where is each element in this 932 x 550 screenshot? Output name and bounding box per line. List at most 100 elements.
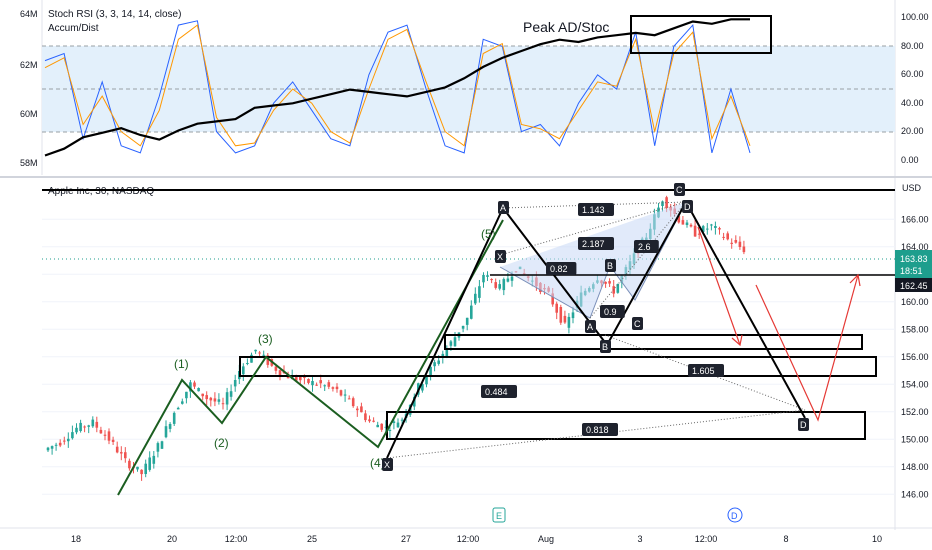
candle-body bbox=[351, 398, 355, 407]
earnings-marker[interactable]: E bbox=[492, 507, 506, 523]
candle-body bbox=[478, 286, 481, 298]
candle-body bbox=[425, 376, 428, 385]
pattern-point-box bbox=[682, 200, 693, 213]
candle-body bbox=[217, 399, 221, 402]
candle-body bbox=[710, 224, 713, 226]
wave-label: (3) bbox=[258, 332, 273, 346]
time-tick-label: 25 bbox=[307, 534, 317, 544]
candle-body bbox=[83, 426, 86, 428]
candle-body bbox=[470, 305, 473, 319]
pattern-point-label: A bbox=[500, 203, 506, 213]
candle-body bbox=[242, 366, 245, 375]
ratio-label: 2.6 bbox=[638, 242, 651, 252]
level-price-box bbox=[895, 278, 932, 292]
resistance-zone-158 bbox=[444, 334, 863, 350]
candle-body bbox=[221, 403, 225, 405]
candle-body bbox=[63, 440, 66, 442]
candle-body bbox=[347, 398, 351, 400]
candle-body bbox=[449, 341, 453, 346]
harmonic-shading bbox=[500, 202, 686, 318]
dividend-marker[interactable]: D bbox=[727, 507, 743, 523]
candle-body bbox=[197, 388, 200, 392]
candle-body bbox=[266, 355, 270, 365]
candle-body bbox=[229, 391, 233, 397]
candle-body bbox=[474, 293, 477, 304]
ad-line-group bbox=[44, 18, 750, 157]
stoch-rsi-label[interactable]: Stoch RSI (3, 3, 14, 14, close) bbox=[48, 9, 181, 20]
candle-body bbox=[99, 429, 103, 434]
candle-body bbox=[299, 376, 302, 381]
candle-body bbox=[429, 366, 432, 377]
candle-body bbox=[380, 423, 383, 430]
candle-body bbox=[571, 312, 575, 319]
price-tick-label: 164.00 bbox=[901, 242, 929, 252]
candle-body bbox=[331, 387, 335, 389]
candle-body bbox=[319, 380, 322, 384]
candle-body bbox=[250, 354, 253, 363]
time-tick-label: 27 bbox=[401, 534, 411, 544]
pattern-point-label: D bbox=[800, 420, 807, 430]
candle-body bbox=[58, 442, 62, 446]
candle-body bbox=[95, 421, 99, 428]
candle-body bbox=[718, 228, 721, 230]
candle-body bbox=[115, 446, 119, 453]
candle-body bbox=[168, 424, 172, 429]
peak-highlight-box bbox=[630, 15, 772, 54]
candle-body bbox=[136, 466, 139, 470]
time-tick-label: Aug bbox=[538, 534, 554, 544]
accum-dist-label[interactable]: Accum/Dist bbox=[48, 23, 99, 34]
ratio-label: 2.187 bbox=[582, 239, 605, 249]
stoch-k-line bbox=[44, 20, 751, 154]
left-axis-62m: 62M bbox=[20, 60, 38, 70]
candle-body bbox=[144, 463, 147, 474]
candle-body bbox=[201, 393, 204, 397]
time-tick-label: 3 bbox=[637, 534, 642, 544]
candle-body bbox=[193, 382, 196, 387]
candle-body bbox=[152, 455, 156, 464]
candle-body bbox=[148, 457, 151, 470]
candle-body bbox=[677, 215, 681, 223]
price-tick-label: 146.00 bbox=[901, 489, 929, 499]
last-price-label: 163.83 bbox=[900, 254, 928, 264]
pattern-point-box bbox=[605, 259, 616, 272]
candle-body bbox=[164, 426, 168, 438]
wave-label: (2) bbox=[214, 436, 229, 450]
candle-body bbox=[616, 284, 620, 293]
candle-body bbox=[124, 452, 127, 459]
time-tick-label: 10 bbox=[872, 534, 882, 544]
candle-body bbox=[181, 401, 184, 404]
candle-body bbox=[604, 281, 607, 284]
candle-body bbox=[46, 447, 50, 451]
price-tick-label: 156.00 bbox=[901, 352, 929, 362]
candle-body bbox=[400, 419, 404, 421]
pattern-point-label: C bbox=[634, 319, 641, 329]
candle-body bbox=[75, 427, 78, 433]
candle-body bbox=[303, 376, 306, 378]
candle-body bbox=[356, 408, 359, 411]
wave-labels: (1) (2) (3) (4) (5) bbox=[174, 227, 496, 470]
candle-body bbox=[176, 407, 180, 410]
candle-body bbox=[742, 246, 746, 253]
candle-body bbox=[278, 370, 282, 376]
symbol-title[interactable]: Apple Inc, 30, NASDAQ bbox=[48, 186, 154, 197]
pattern-point-label: A bbox=[587, 322, 593, 332]
candle-body bbox=[689, 224, 693, 227]
candle-body bbox=[339, 390, 343, 396]
ratio-box bbox=[582, 423, 618, 436]
candle-body bbox=[567, 316, 571, 328]
candle-body bbox=[185, 391, 188, 399]
candle-body bbox=[274, 366, 278, 371]
candle-body bbox=[608, 281, 611, 284]
candle-body bbox=[91, 419, 95, 427]
candle-body bbox=[54, 444, 58, 446]
candle-body bbox=[307, 379, 310, 383]
candle-body bbox=[128, 460, 131, 469]
level-price-label: 162.45 bbox=[900, 281, 928, 291]
peak-ad-stoc-annotation: Peak AD/Stoc bbox=[523, 19, 609, 35]
candle-body bbox=[722, 236, 725, 238]
candle-body bbox=[465, 317, 469, 325]
price-axis: 166.00164.00162.00160.00158.00156.00154.… bbox=[42, 214, 929, 499]
candle-body bbox=[453, 337, 457, 347]
pattern-point-box bbox=[632, 317, 643, 330]
